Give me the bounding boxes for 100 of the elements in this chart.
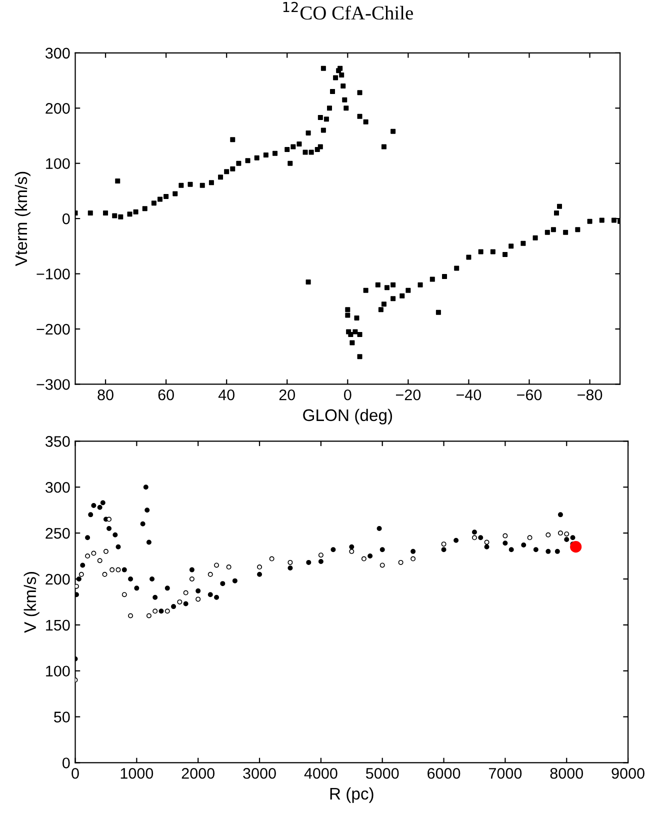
point <box>133 209 138 214</box>
point <box>442 274 448 280</box>
point <box>224 169 230 174</box>
point <box>152 608 158 614</box>
point <box>558 512 563 518</box>
point <box>214 594 220 600</box>
point <box>508 547 514 552</box>
point <box>466 254 472 260</box>
x-tick-label: 0 <box>344 389 352 400</box>
x-tick-label: 20 <box>279 389 296 400</box>
x-tick-label: −40 <box>456 389 482 400</box>
y-tick-label: −100 <box>36 268 70 280</box>
point <box>143 484 148 490</box>
point <box>484 544 490 550</box>
y-tick-label: 300 <box>45 482 70 493</box>
y-tick-label: 50 <box>54 712 70 722</box>
point <box>208 572 213 577</box>
chart-title: $^{12}$CO CfA-Chile <box>283 2 413 20</box>
point <box>557 204 562 209</box>
point <box>575 227 580 232</box>
point <box>150 576 155 582</box>
point <box>75 584 79 589</box>
point <box>410 556 416 562</box>
point <box>330 89 336 94</box>
point <box>128 613 134 618</box>
point <box>288 160 293 166</box>
point <box>208 592 213 598</box>
point <box>398 560 404 565</box>
point <box>306 280 311 285</box>
point <box>189 567 194 572</box>
point <box>97 504 102 510</box>
y-tick-label: −200 <box>36 324 70 335</box>
point <box>177 599 182 604</box>
y-tick-label: 200 <box>46 574 70 585</box>
point <box>441 547 446 552</box>
point <box>220 581 226 586</box>
point <box>527 535 532 540</box>
x-tick-label: 80 <box>98 389 114 400</box>
point <box>330 547 336 552</box>
point <box>97 558 102 564</box>
point <box>472 530 477 535</box>
point <box>112 532 118 538</box>
point <box>115 178 120 184</box>
point <box>318 559 324 564</box>
x-tick-label: 5000 <box>366 768 399 779</box>
point <box>508 244 514 249</box>
y-tick-label: 100 <box>46 158 70 170</box>
point <box>564 531 570 536</box>
y-tick-label: 300 <box>45 48 70 59</box>
point <box>502 540 508 546</box>
point <box>554 210 559 216</box>
point <box>352 329 358 334</box>
x-tick-label: 6000 <box>428 768 460 779</box>
point <box>345 307 350 312</box>
point <box>550 227 556 232</box>
point <box>381 144 386 150</box>
point <box>454 266 460 271</box>
point <box>350 340 355 346</box>
point <box>288 565 293 570</box>
point <box>348 332 354 338</box>
point <box>436 310 441 315</box>
point <box>390 128 396 134</box>
point <box>490 249 496 254</box>
y-tick-label: 200 <box>46 102 70 114</box>
point <box>357 114 362 119</box>
point <box>118 214 124 220</box>
point <box>85 535 90 540</box>
point <box>284 147 290 152</box>
point <box>390 282 396 288</box>
point <box>564 536 570 542</box>
point <box>502 252 508 257</box>
point <box>478 535 484 540</box>
point <box>158 608 164 614</box>
point <box>357 332 362 338</box>
point <box>164 586 170 591</box>
point <box>288 560 293 565</box>
x-tick-label: 8000 <box>550 768 584 779</box>
point <box>196 588 201 594</box>
point <box>236 160 242 166</box>
point <box>102 572 108 577</box>
point <box>318 115 323 120</box>
point <box>306 130 311 136</box>
x-tick-label: 60 <box>158 389 174 400</box>
point <box>502 533 508 538</box>
point <box>254 155 260 160</box>
point <box>172 191 178 196</box>
x-tick-label: 3000 <box>243 768 276 779</box>
point <box>306 560 312 565</box>
point <box>339 72 344 78</box>
point <box>340 84 346 89</box>
point <box>587 218 592 224</box>
point <box>226 564 232 570</box>
point <box>152 594 158 600</box>
point <box>164 194 169 199</box>
point <box>75 592 79 598</box>
point <box>410 548 416 554</box>
point <box>263 152 268 158</box>
point <box>546 548 551 554</box>
point <box>158 196 163 202</box>
point <box>484 540 490 545</box>
